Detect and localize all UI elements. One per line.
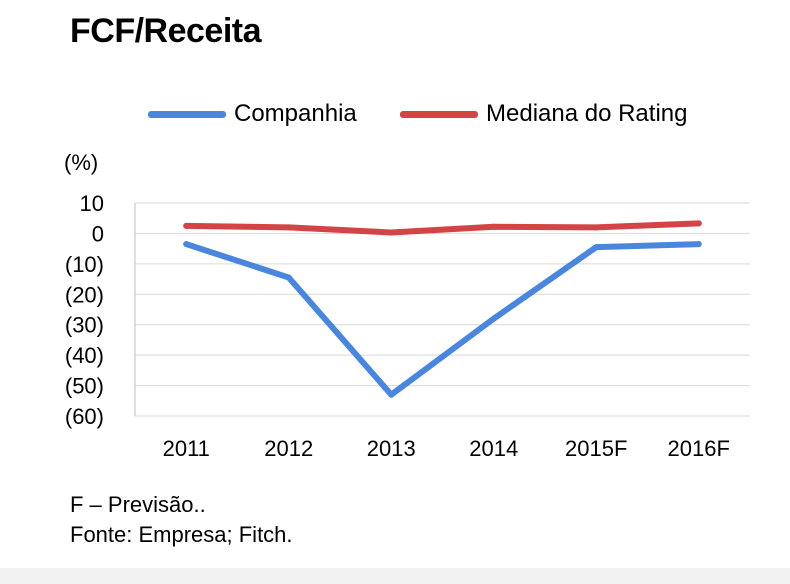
legend-item-companhia: Companhia [148, 100, 357, 128]
data-point-companhia [695, 241, 702, 248]
legend-label-mediana: Mediana do Rating [486, 100, 688, 127]
y-axis-unit-label: (%) [64, 150, 99, 175]
chart-title: FCF/Receita [70, 12, 262, 50]
data-point-companhia [593, 244, 600, 251]
x-tick-label: 2014 [469, 436, 518, 461]
x-tick-label: 2015F [565, 436, 627, 461]
data-point-mediana [183, 222, 190, 229]
data-point-mediana [695, 220, 702, 227]
legend-label-companhia: Companhia [234, 100, 357, 127]
legend-item-mediana: Mediana do Rating [400, 100, 687, 128]
x-tick-label: 2013 [367, 436, 416, 461]
legend-swatch-companhia [148, 110, 226, 118]
y-tick-label: (40) [65, 343, 104, 368]
y-tick-label: (60) [65, 404, 104, 429]
series-line-mediana [183, 220, 702, 236]
y-tick-label: (10) [65, 252, 104, 277]
data-point-companhia [388, 391, 395, 398]
y-tick-label: 10 [80, 191, 104, 216]
y-tick-label: (20) [65, 282, 104, 307]
bottom-band [0, 568, 790, 584]
note-forecast: F – Previsão.. [70, 492, 206, 517]
x-tick-label: 2016F [668, 436, 730, 461]
data-point-mediana [593, 224, 600, 231]
y-tick-label: 0 [92, 221, 104, 246]
data-point-companhia [490, 315, 497, 322]
note-source: Fonte: Empresa; Fitch. [70, 522, 293, 547]
legend-swatch-mediana [400, 110, 478, 118]
y-tick-label: (50) [65, 374, 104, 399]
x-tick-label: 2011 [163, 436, 210, 461]
data-point-companhia [183, 241, 190, 248]
series-line-companhia [183, 241, 702, 398]
y-tick-label: (30) [65, 313, 104, 338]
x-tick-label: 2012 [264, 436, 313, 461]
chart-legend: Companhia Mediana do Rating [0, 100, 790, 140]
data-point-companhia [285, 274, 292, 281]
data-point-mediana [490, 223, 497, 230]
chart-notes: F – Previsão.. Fonte: Empresa; Fitch. [70, 490, 293, 550]
data-point-mediana [285, 224, 292, 231]
data-point-mediana [388, 229, 395, 236]
